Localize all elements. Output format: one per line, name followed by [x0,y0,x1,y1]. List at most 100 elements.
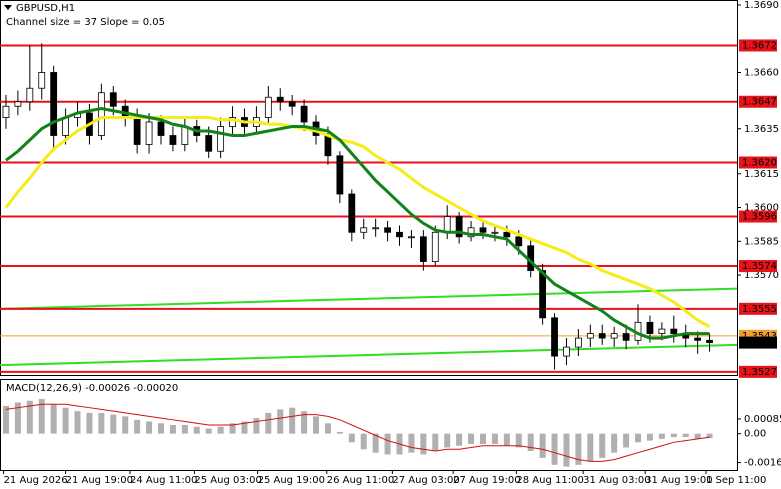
histogram-bar [134,419,141,434]
histogram-bar [515,433,522,448]
level-box [739,156,777,169]
candle-body [97,92,105,136]
candle-body [62,117,69,136]
candle-body [646,321,654,334]
histogram-bar [599,433,606,458]
histogram-bar [670,433,677,438]
candle-body [539,270,547,319]
histogram-bar [623,433,630,448]
y-tick-label: 1.3635 [744,124,779,135]
candle-body [491,231,499,234]
candle-body [622,333,630,341]
level-label: 1.3555 [742,304,777,315]
histogram-bar [503,433,510,446]
candle-body [443,216,451,233]
histogram-bar [348,433,355,443]
histogram-bar [360,433,367,450]
candle-body [300,105,308,123]
candle-body [384,227,391,233]
channel-line [0,287,738,310]
x-tick-label: 26 Aug 11:00 [327,475,394,486]
chart-title: GBPUSD,H1 [16,3,75,14]
y-tick-label: 0.00 [744,429,766,440]
candle-body [694,337,702,341]
histogram-bar [146,421,153,434]
x-tick-label: 25 Aug 03:00 [194,475,261,486]
level-label: 1.3540 [742,338,777,349]
candle-body [276,96,284,103]
level-label: 1.3596 [742,212,777,223]
histogram-bar [551,433,558,465]
candle-body [574,337,582,348]
histogram-bar [169,425,176,434]
level-box [739,95,777,108]
histogram-bar [181,425,188,434]
histogram-bar [491,433,498,445]
level-label: 1.3574 [742,261,777,272]
candle-body [670,328,678,334]
level-label: 1.3647 [742,97,777,108]
moving-average [5,106,710,340]
level-box [739,260,777,273]
x-tick-label: 31 Aug 03:00 [583,475,650,486]
histogram-bar [324,423,331,434]
candle-body [50,72,58,136]
histogram-bar [527,433,534,451]
candle-body [157,121,165,136]
level-box [739,365,777,378]
candle-body [610,333,618,339]
candle-body [217,126,225,152]
y-tick-label: 1.3600 [744,203,779,214]
level-label: 1.3543 [742,331,777,342]
histogram-bar [575,433,582,465]
level-box [739,210,777,223]
menu-icon [4,5,12,10]
histogram-bar [635,433,642,443]
histogram-bar [122,416,129,434]
histogram-bar [193,426,200,434]
histogram-bar [384,433,391,455]
level-box [739,302,777,315]
candle-body [586,333,594,339]
histogram-bar [26,400,33,434]
histogram-bar [205,428,212,434]
x-tick-label: 27 Aug 19:00 [453,475,520,486]
level-label: 1.3620 [742,158,777,169]
candle-body [598,333,606,339]
candle-body [467,227,475,238]
histogram-bar [646,433,653,441]
y-tick-label: 1.3615 [744,169,779,180]
candle-body [431,231,439,262]
x-tick-label: 27 Aug 03:00 [392,475,459,486]
histogram-bar [539,433,546,458]
histogram-bar [372,433,379,453]
candle-body [348,193,356,233]
candle-body [360,227,368,233]
candle-body [288,101,296,107]
candle-body [479,227,487,233]
main-frame [0,0,738,376]
candle-body [264,96,272,118]
histogram-bar [62,407,69,434]
histogram-bar [479,433,486,445]
histogram-bar [289,407,296,434]
histogram-bar [432,433,439,451]
x-tick-label: 21 Aug 2026 [4,475,68,486]
candle-body [145,121,153,145]
candle-body [658,328,666,334]
histogram-bar [229,423,236,434]
x-tick-label: 1 Sep 11:00 [706,475,766,486]
x-tick-label: 31 Aug 19:00 [645,475,712,486]
histogram-bar [301,411,308,434]
candle-body [109,92,117,107]
histogram-bar [14,402,21,434]
candle-body [2,105,10,118]
histogram-bar [587,433,594,462]
candle-body [169,135,177,145]
level-box [739,39,777,52]
histogram-bar [98,412,105,434]
histogram-bar [265,412,272,434]
histogram-bar [157,423,164,434]
histogram-bar [313,416,320,434]
